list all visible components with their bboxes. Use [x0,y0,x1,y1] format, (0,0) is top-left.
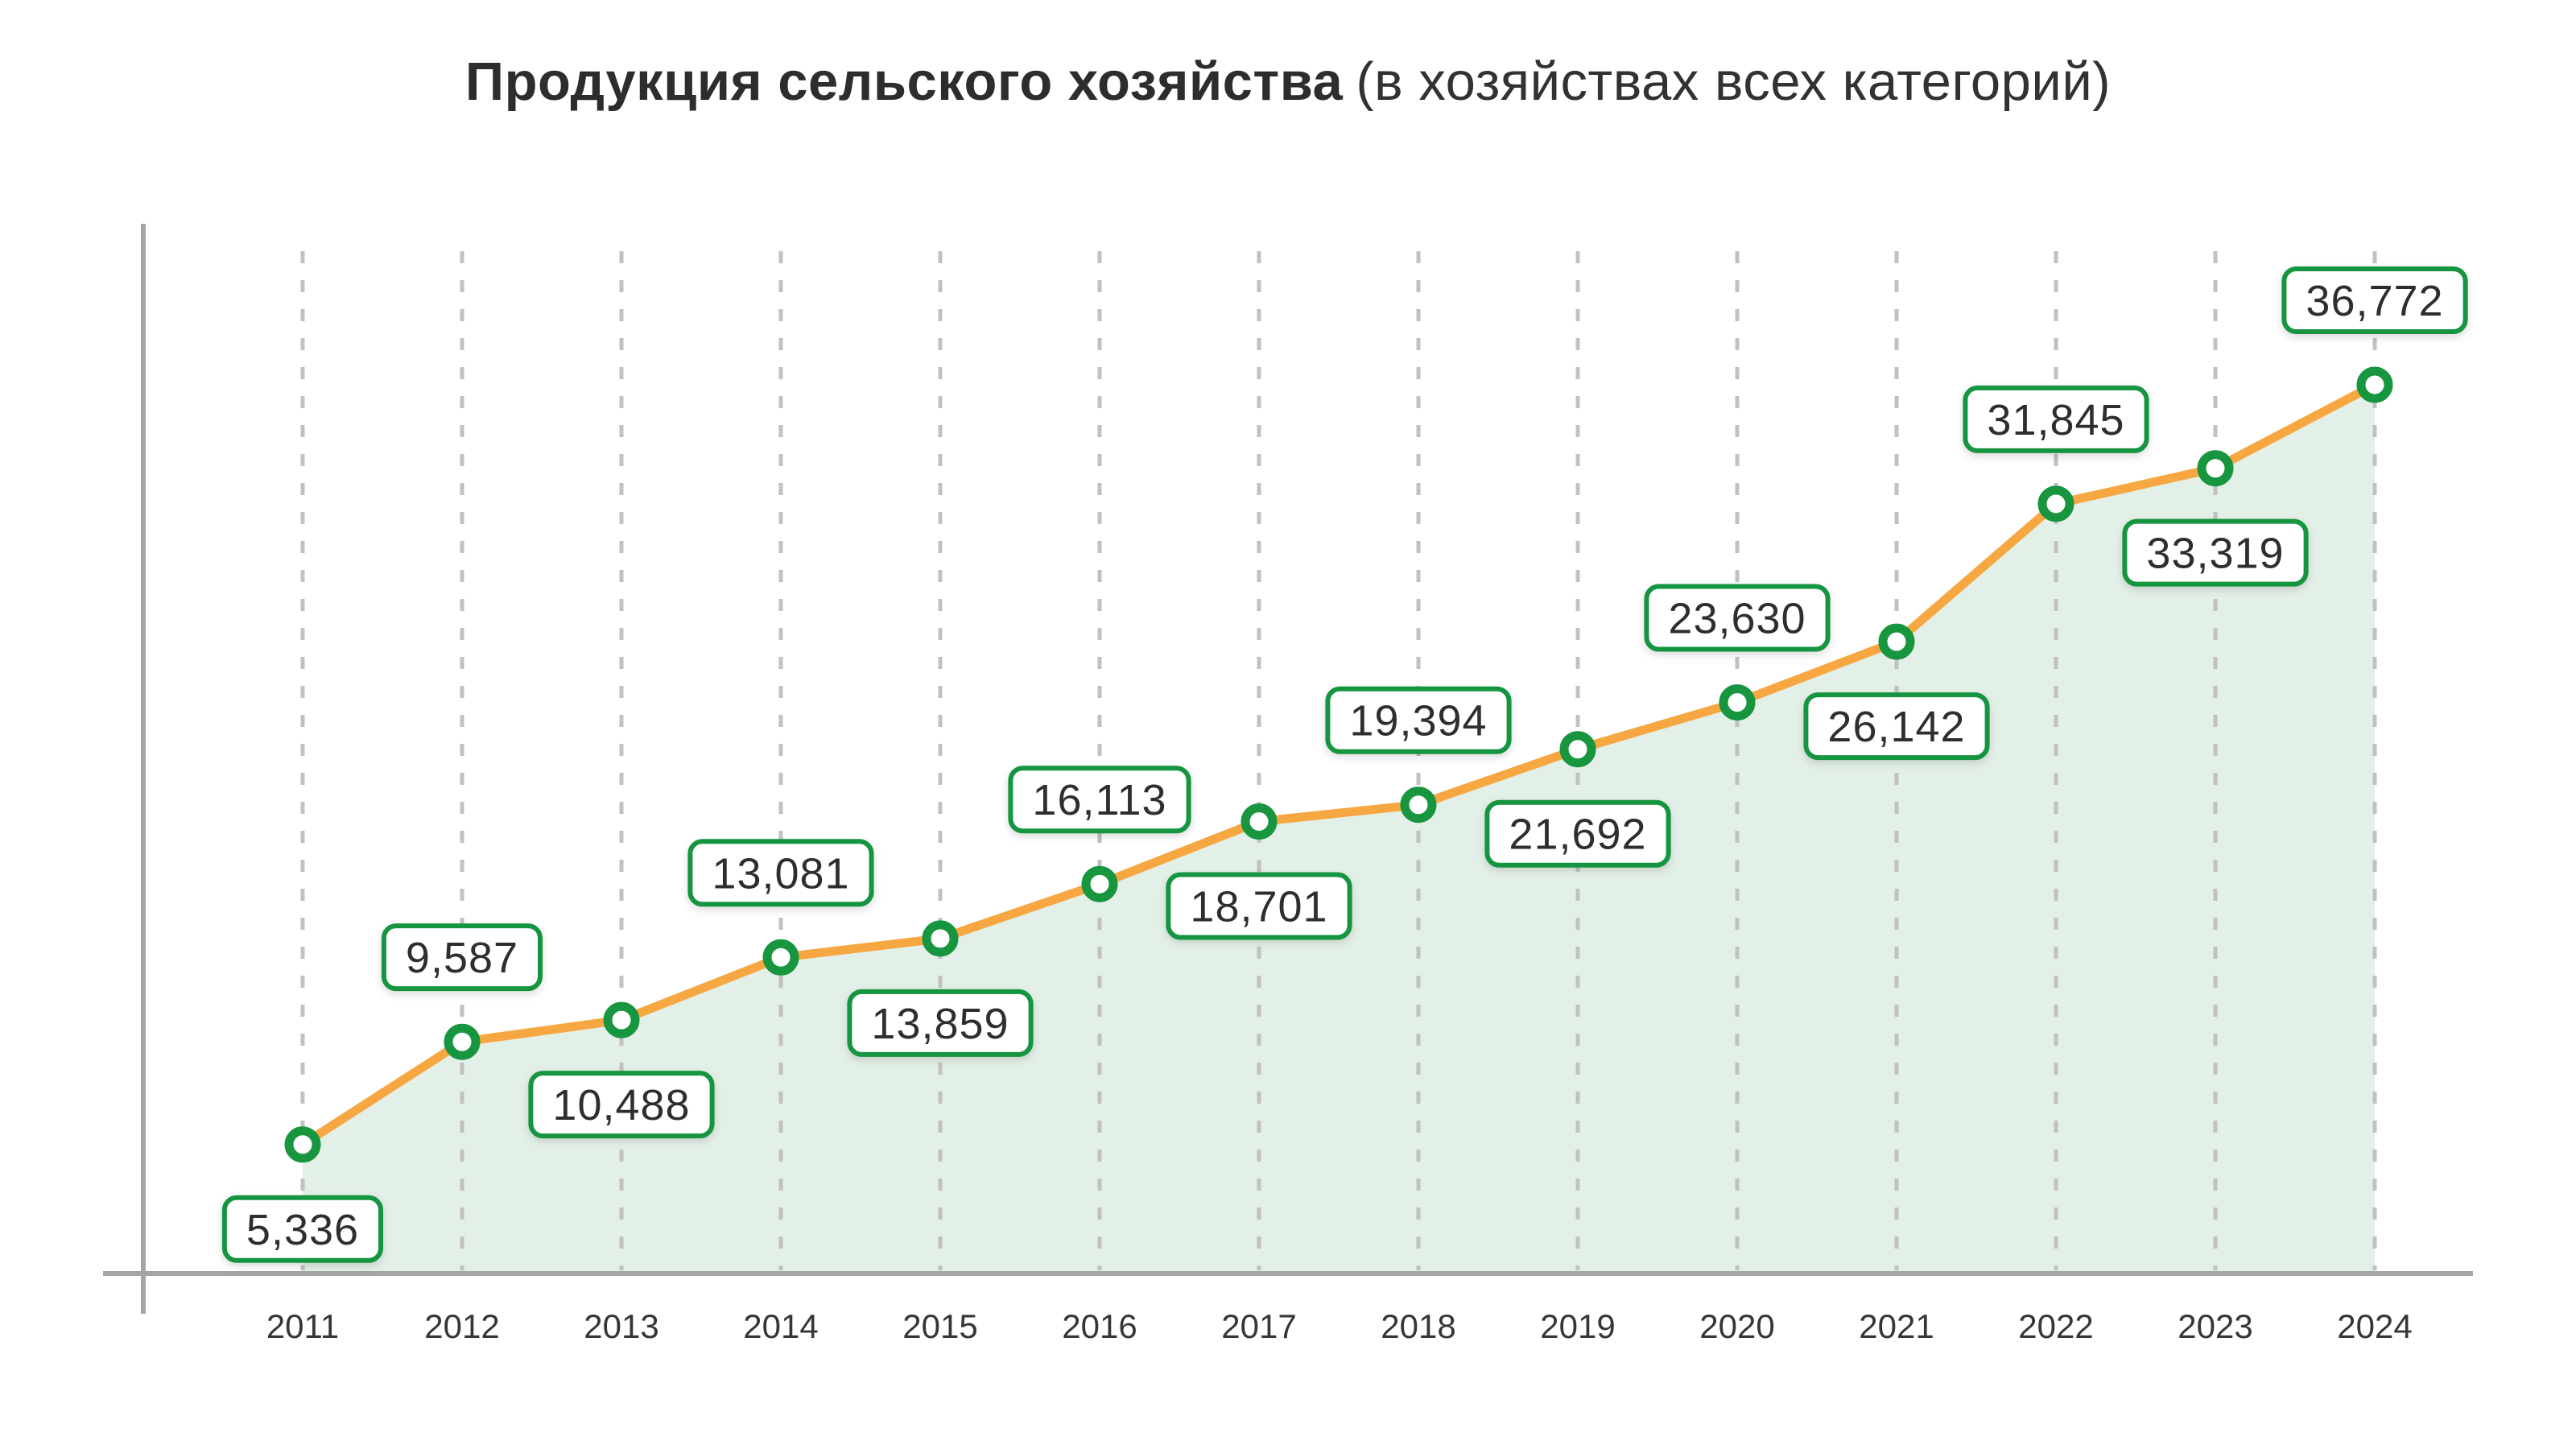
data-point-marker [444,1023,481,1060]
chart-title-subtitle: (в хозяйствах всех категорий) [1356,52,2112,112]
x-axis-label: 2012 [424,1307,499,1345]
value-label-text: 36,772 [2306,277,2443,325]
chart-title-main: Продукция сельского хозяйства [464,52,1344,112]
value-label-box [381,923,543,992]
value-label-box [687,839,874,907]
data-point-marker [603,1001,640,1038]
x-axis-label: 2022 [2018,1307,2093,1345]
value-label-text: 5,336 [246,1206,359,1254]
value-label: 10,488 [528,1071,715,1139]
value-label-text: 18,701 [1190,883,1327,931]
value-label: 13,081 [687,839,874,907]
value-label-text: 21,692 [1509,811,1646,859]
area-fill [303,385,2375,1274]
value-label-box [221,1195,383,1263]
value-label-box [1166,872,1352,940]
x-axis-label: 2021 [1859,1307,1934,1345]
x-axis-label: 2014 [743,1307,818,1345]
data-point-marker [284,1126,321,1163]
value-label-text: 31,845 [1987,396,2124,444]
value-label-text: 13,081 [712,849,849,898]
value-label-box [1803,692,1990,761]
data-point-marker [2356,366,2393,403]
value-label-box [1963,385,2149,453]
data-point-marker [1081,865,1118,902]
series-line [298,380,2380,1150]
value-label: 19,394 [1325,686,1512,754]
value-label-text: 23,630 [1668,595,1806,643]
x-axis-label: 2019 [1540,1307,1615,1345]
x-axis-label: 2023 [2178,1307,2252,1345]
value-label: 33,319 [2122,518,2309,587]
value-label-text: 33,319 [2146,530,2284,578]
value-label: 5,336 [221,1195,383,1263]
value-label: 31,845 [1963,385,2149,453]
value-label: 9,587 [381,923,543,992]
value-label: 36,772 [2281,266,2468,334]
value-label-text: 19,394 [1349,697,1487,745]
data-point-marker [1400,786,1437,824]
value-label-box [847,989,1034,1057]
value-label: 26,142 [1803,692,1990,761]
data-point-marker [922,920,959,957]
value-label-box [528,1071,715,1139]
value-label-text: 26,142 [1827,703,1965,751]
x-axis-label: 2015 [902,1307,977,1345]
value-label-box [1644,584,1831,652]
x-axis-label: 2011 [266,1307,339,1345]
data-point-marker [762,939,799,976]
data-point-marker [2197,450,2234,487]
value-label: 13,859 [847,989,1034,1057]
value-label-box [1008,766,1191,834]
x-axis-label: 2013 [584,1307,658,1345]
value-label: 23,630 [1644,584,1831,652]
value-label: 21,692 [1484,799,1671,868]
data-point-marker [1719,684,1756,721]
value-label-box [2122,518,2309,587]
value-label-text: 10,488 [552,1081,690,1129]
value-label-text: 16,113 [1032,776,1166,824]
value-label-box [1325,686,1512,754]
x-axis-label: 2017 [1221,1307,1296,1345]
value-label-box [1484,799,1671,868]
value-label: 16,113 [1008,766,1191,834]
x-axis-label: 2024 [2337,1307,2412,1345]
x-axis-label: 2020 [1699,1307,1774,1345]
value-label-text: 9,587 [406,934,518,982]
x-axis-label: 2016 [1062,1307,1137,1345]
data-point-marker [1559,731,1596,768]
data-point-marker [2037,485,2074,522]
value-label-text: 13,859 [871,1000,1009,1048]
chart-title: Продукция сельского хозяйства (в хозяйств… [0,47,2576,117]
data-point-marker [1878,623,1915,660]
value-label-box [2281,266,2468,334]
data-point-marker [1241,803,1278,840]
x-axis-label: 2018 [1381,1307,1455,1345]
value-label: 18,701 [1166,872,1352,940]
